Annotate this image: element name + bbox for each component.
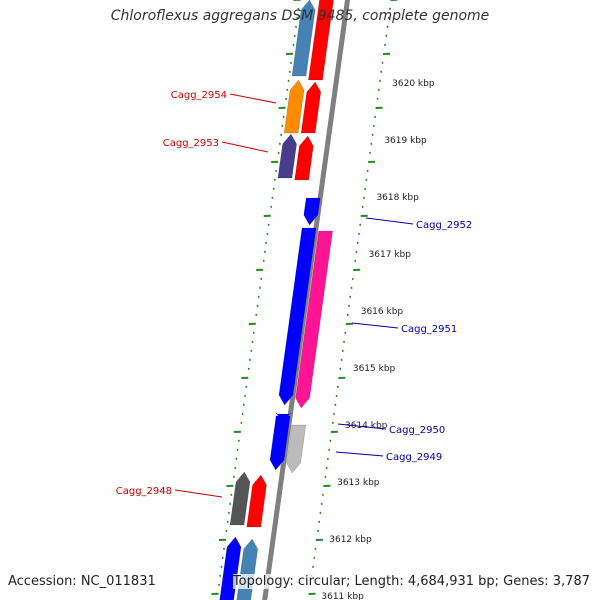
gene-arrow: [294, 135, 314, 181]
kbp-label: 3613 kbp: [337, 478, 380, 488]
kbp-label: 3620 kbp: [392, 79, 435, 89]
gene-callouts: Cagg_2954 Cagg_2953 Cagg_2948 Cagg_2952 Cagg…: [116, 90, 472, 498]
gene-arrow: [283, 79, 305, 134]
callout-cagg-2954: Cagg_2954: [171, 90, 227, 101]
kbp-ruler-labels: 3620 kbp 3619 kbp 3618 kbp 3617 kbp 3616 kbp…: [321, 79, 434, 600]
gene-arrow: [276, 412, 291, 424]
map-title: Chloroflexus aggregans DSM 9485, complet…: [110, 8, 490, 24]
gene-arrow: [291, 0, 316, 77]
kbp-label: 3611 kbp: [321, 592, 364, 600]
gene-arrow: [295, 230, 333, 409]
kbp-label: 3617 kbp: [369, 250, 412, 260]
gene-arrow: [277, 133, 297, 179]
kbp-label: 3614 kbp: [345, 421, 388, 431]
callout-cagg-2952-leader: [365, 217, 414, 225]
kbp-label: 3615 kbp: [353, 364, 396, 374]
gene-arrow: [300, 81, 322, 134]
kbp-label: 3618 kbp: [376, 193, 419, 203]
gene-arrow: [308, 0, 334, 81]
callout-cagg-2954-leader: [229, 93, 277, 104]
kbp-label: 3616 kbp: [361, 307, 404, 317]
gene-arrow: [286, 424, 307, 474]
backbone-line: [262, 0, 351, 600]
callout-cagg-2951: Cagg_2951: [401, 324, 457, 335]
accession-text: Accession: NC_011831: [8, 574, 156, 589]
callout-cagg-2948: Cagg_2948: [116, 486, 172, 497]
gene-arrow: [303, 197, 321, 226]
gene-track: [219, 0, 334, 600]
tick-track-left: [211, 0, 301, 595]
kbp-label: 3612 kbp: [329, 535, 372, 545]
genome-backbone: [262, 0, 351, 600]
gene-arrow: [278, 227, 317, 406]
callout-cagg-2952: Cagg_2952: [416, 220, 472, 231]
callout-cagg-2949: Cagg_2949: [386, 452, 442, 463]
callout-cagg-2950: Cagg_2950: [389, 425, 445, 436]
callout-cagg-2949-leader: [335, 451, 384, 457]
callout-cagg-2951-leader: [351, 322, 399, 329]
callout-cagg-2953-leader: [221, 141, 269, 153]
callout-cagg-2950-leader: [337, 423, 387, 430]
gene-arrow: [229, 471, 251, 526]
genome-summary-text: Topology: circular; Length: 4,684,931 bp…: [232, 574, 590, 589]
gene-arrow: [219, 536, 242, 600]
callout-cagg-2948-leader: [174, 489, 223, 498]
gene-arrow: [246, 474, 267, 528]
callout-cagg-2953: Cagg_2953: [163, 138, 219, 149]
kbp-label: 3619 kbp: [384, 136, 427, 146]
tick-track-right: [308, 0, 398, 595]
